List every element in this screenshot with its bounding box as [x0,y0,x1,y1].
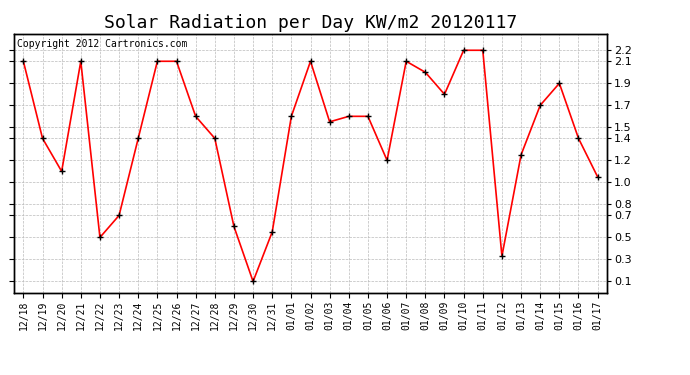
Title: Solar Radiation per Day KW/m2 20120117: Solar Radiation per Day KW/m2 20120117 [104,14,517,32]
Text: Copyright 2012 Cartronics.com: Copyright 2012 Cartronics.com [17,39,187,49]
